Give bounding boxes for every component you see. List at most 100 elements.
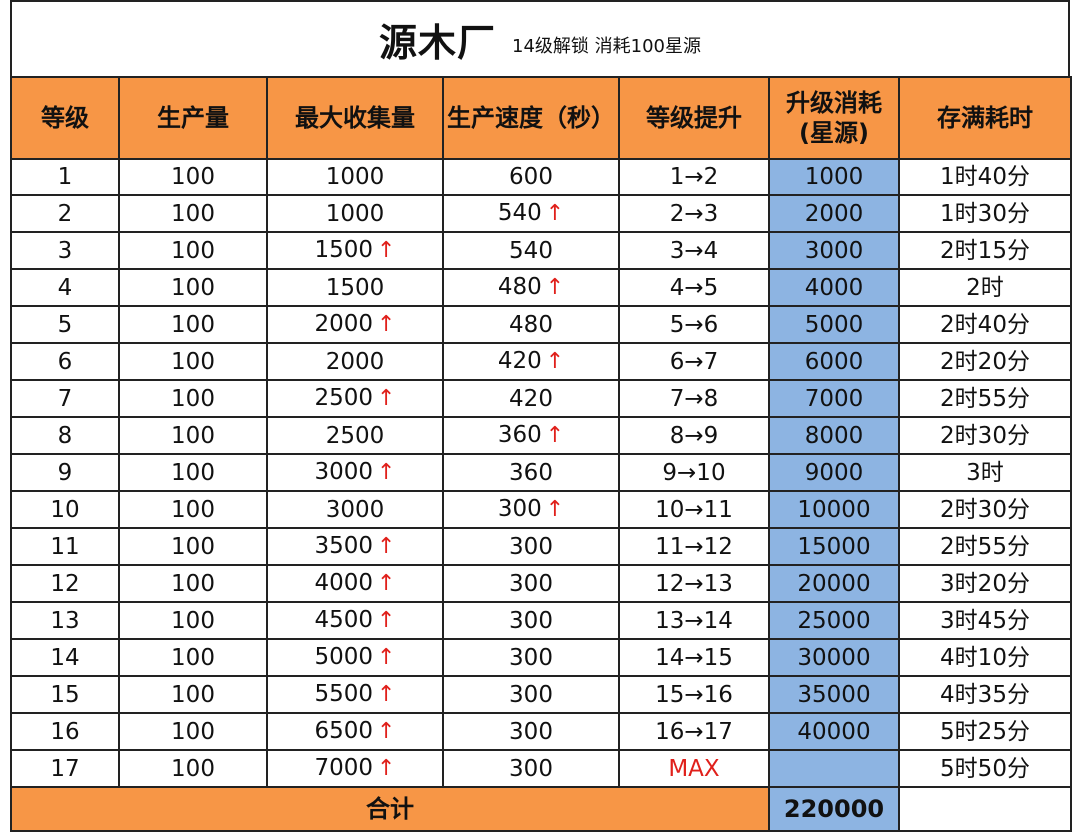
cell-speed-value: 360 — [509, 459, 553, 486]
increase-arrow-icon: ↑ — [377, 312, 396, 337]
cell-level-value: 16 — [50, 718, 80, 745]
increase-arrow-icon: ↑ — [545, 497, 565, 522]
increase-arrow-icon: ↑ — [377, 719, 396, 744]
cell-upgrade: 7→8 — [618, 379, 770, 418]
header-fill-time: 存满耗时 — [898, 76, 1072, 160]
cell-speed-value: 600 — [509, 164, 553, 190]
cell-max-collect: 7000 ↑ — [266, 749, 444, 788]
cell-speed-value: 300 — [497, 496, 542, 522]
cell-fill-time-value: 3时45分 — [940, 607, 1030, 634]
increase-arrow-icon: ↑ — [377, 460, 396, 485]
cell-fill-time-value: 3时 — [966, 459, 1004, 486]
total-value: 220000 — [768, 786, 900, 832]
cell-max-collect-value: 4000 — [314, 570, 374, 596]
cell-max-collect: 2500 — [266, 416, 444, 455]
cell-production: 100 — [118, 268, 268, 307]
cell-upgrade-value: MAX — [668, 755, 720, 782]
cell-production: 100 — [118, 638, 268, 677]
cell-level-value: 1 — [57, 164, 73, 190]
cell-level: 4 — [10, 268, 120, 307]
cell-speed: 300 — [442, 601, 620, 640]
cell-level-value: 11 — [50, 533, 80, 560]
cell-level: 7 — [10, 379, 120, 418]
cell-fill-time-value: 4时10分 — [940, 644, 1030, 671]
cell-production: 100 — [118, 675, 268, 714]
cell-production: 100 — [118, 416, 268, 455]
table-row: 17 100 7000 ↑ 300 MAX 5时50分 — [10, 749, 1072, 788]
cell-level: 8 — [10, 416, 120, 455]
cell-fill-time-value: 2时55分 — [940, 533, 1030, 560]
cell-cost: 8000 — [768, 416, 900, 455]
cell-upgrade: 15→16 — [618, 675, 770, 714]
table-row: 3 100 1500 ↑ 540 3→4 3000 2时15分 — [10, 231, 1072, 270]
cell-upgrade: 3→4 — [618, 231, 770, 270]
cell-production: 100 — [118, 601, 268, 640]
cell-speed-value: 360 — [497, 422, 542, 448]
cell-max-collect: 1000 — [266, 158, 444, 196]
cell-level: 10 — [10, 490, 120, 529]
cell-upgrade: 4→5 — [618, 268, 770, 307]
cell-speed: 360 — [442, 453, 620, 492]
increase-arrow-icon: ↑ — [545, 201, 565, 226]
cell-production-value: 100 — [171, 718, 215, 745]
cell-upgrade-value: 9→10 — [662, 459, 726, 486]
table-body: 1 100 1000 600 1→2 1000 1时40分 2 100 1000 540 ↑ 2→3 20… — [10, 158, 1072, 788]
cell-max-collect: 1500 ↑ — [266, 231, 444, 270]
cell-production: 100 — [118, 194, 268, 233]
cell-fill-time: 1时30分 — [898, 194, 1072, 233]
cell-fill-time-value: 2时40分 — [940, 311, 1030, 338]
increase-arrow-icon: ↑ — [377, 608, 396, 633]
cell-speed: 540 ↑ — [442, 194, 620, 233]
cell-max-collect-value: 2500 — [314, 385, 374, 411]
cell-level: 9 — [10, 453, 120, 492]
cell-level-value: 17 — [50, 755, 80, 782]
cell-cost-value: 8000 — [804, 422, 864, 449]
cell-max-collect-value: 2500 — [325, 422, 385, 449]
cell-upgrade-value: 3→4 — [669, 237, 719, 264]
cell-production: 100 — [118, 342, 268, 381]
cell-cost: 3000 — [768, 231, 900, 270]
cell-upgrade: 16→17 — [618, 712, 770, 751]
cell-level: 2 — [10, 194, 120, 233]
cell-cost-value: 10000 — [797, 496, 871, 523]
cell-production: 100 — [118, 453, 268, 492]
cell-cost: 30000 — [768, 638, 900, 677]
cell-speed: 300 — [442, 749, 620, 788]
cell-upgrade-value: 4→5 — [669, 274, 719, 301]
cell-upgrade-value: 6→7 — [669, 348, 719, 375]
cell-fill-time: 2时 — [898, 268, 1072, 307]
cell-level: 12 — [10, 564, 120, 603]
cell-level-value: 3 — [57, 237, 73, 264]
cell-cost-value: 9000 — [804, 459, 864, 486]
cell-level: 17 — [10, 749, 120, 788]
cell-level-value: 10 — [50, 496, 80, 523]
cell-production-value: 100 — [171, 311, 215, 338]
cell-cost-value: 15000 — [797, 533, 871, 560]
cell-fill-time-value: 2时30分 — [940, 496, 1030, 523]
cell-speed-value: 420 — [509, 385, 553, 412]
cell-production: 100 — [118, 158, 268, 196]
cell-max-collect: 6500 ↑ — [266, 712, 444, 751]
cell-speed: 540 — [442, 231, 620, 270]
cell-max-collect-value: 1500 — [314, 237, 374, 263]
cell-cost-value: 20000 — [797, 570, 871, 597]
cell-fill-time: 3时20分 — [898, 564, 1072, 603]
cell-production: 100 — [118, 712, 268, 751]
total-blank-cell — [898, 786, 1072, 832]
increase-arrow-icon: ↑ — [377, 682, 396, 707]
cell-level-value: 7 — [57, 385, 73, 412]
cell-fill-time: 2时40分 — [898, 305, 1072, 344]
cell-fill-time: 3时 — [898, 453, 1072, 492]
cell-max-collect-value: 5500 — [314, 681, 374, 707]
cell-max-collect: 2500 ↑ — [266, 379, 444, 418]
cell-upgrade-value: 12→13 — [655, 570, 733, 597]
cell-level-value: 4 — [57, 274, 73, 301]
cell-cost-value: 5000 — [804, 311, 864, 338]
cell-production-value: 100 — [171, 459, 215, 486]
cell-production-value: 100 — [171, 681, 215, 708]
cell-production: 100 — [118, 490, 268, 529]
cell-level: 5 — [10, 305, 120, 344]
cell-fill-time: 5时50分 — [898, 749, 1072, 788]
header-row: 等级 生产量 最大收集量 生产速度（秒） 等级提升 升级消耗 (星源) 存满耗时 — [10, 76, 1072, 160]
cell-fill-time: 2时15分 — [898, 231, 1072, 270]
